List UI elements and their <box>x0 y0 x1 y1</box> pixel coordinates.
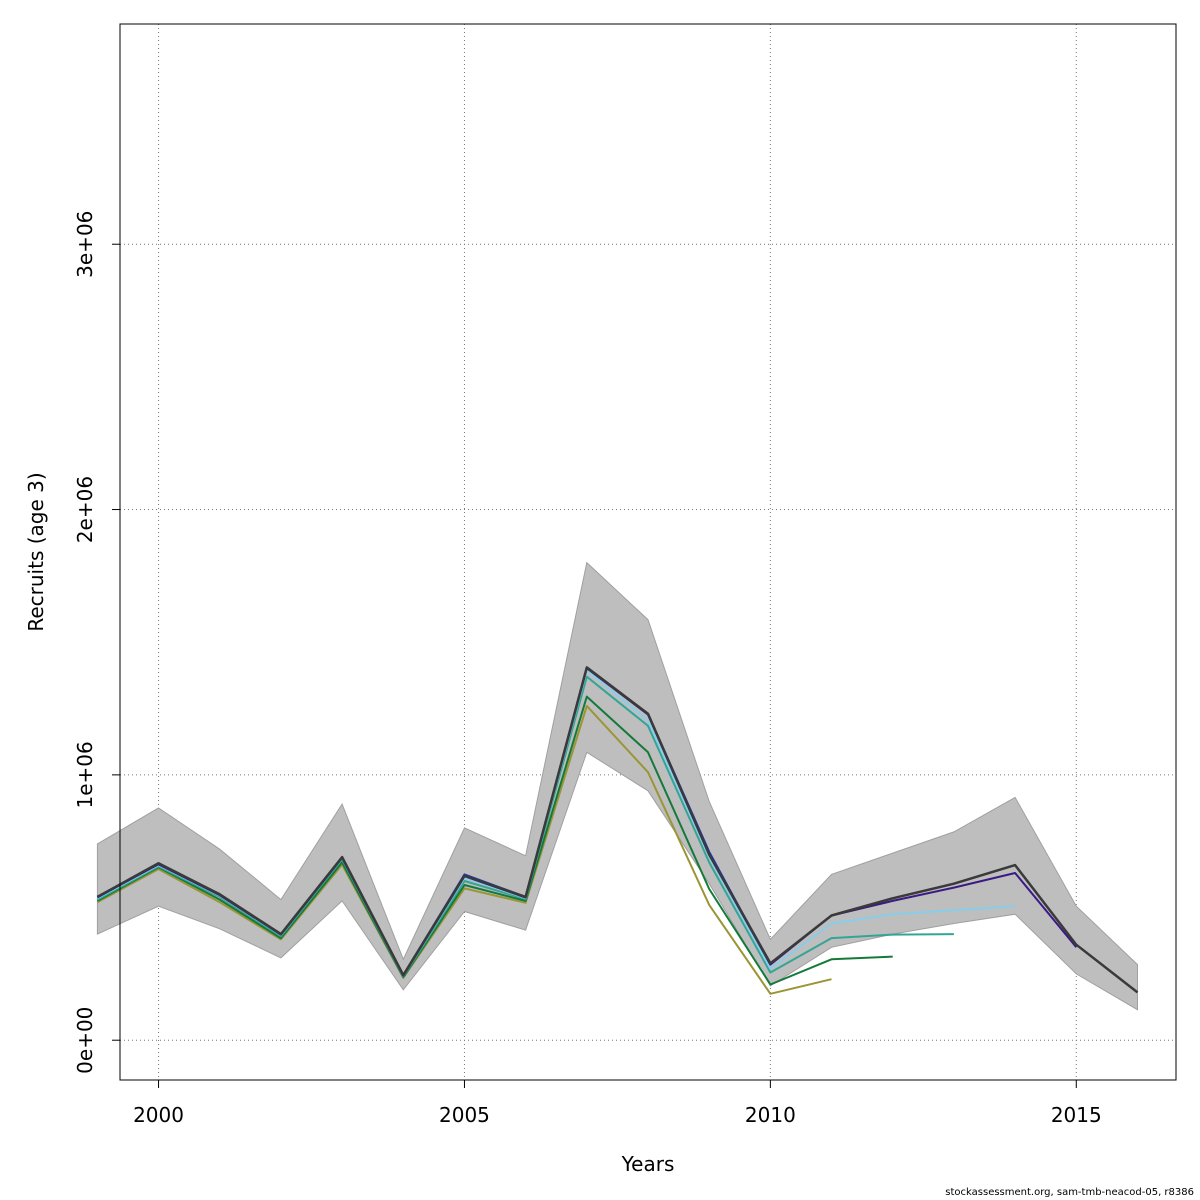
y-axis: 0e+00 1e+06 2e+06 3e+06 <box>73 211 120 1074</box>
y-axis-title: Recruits (age 3) <box>24 472 48 631</box>
series-layer <box>96 666 1139 995</box>
x-tick-label: 2000 <box>133 1103 184 1127</box>
x-axis: 2000 2005 2010 2015 <box>133 1080 1102 1127</box>
footer-note: stockassessment.org, sam-tmb-neacod-05, … <box>945 1187 1194 1198</box>
y-tick-label: 1e+06 <box>73 741 97 808</box>
y-tick-label: 0e+00 <box>73 1007 97 1074</box>
y-tick-label: 3e+06 <box>73 211 97 278</box>
series-line-retro-6 <box>96 704 832 995</box>
plot-frame <box>119 23 1177 1081</box>
x-tick-label: 2015 <box>1051 1103 1102 1127</box>
series-line-final <box>96 666 1139 994</box>
x-tick-label: 2005 <box>439 1103 490 1127</box>
confidence-band <box>96 561 1138 1011</box>
y-tick-label: 2e+06 <box>73 476 97 543</box>
series-line-retro-5 <box>96 695 893 986</box>
confidence-band-layer <box>96 561 1138 1011</box>
x-tick-label: 2010 <box>745 1103 796 1127</box>
x-axis-title: Years <box>621 1152 675 1176</box>
